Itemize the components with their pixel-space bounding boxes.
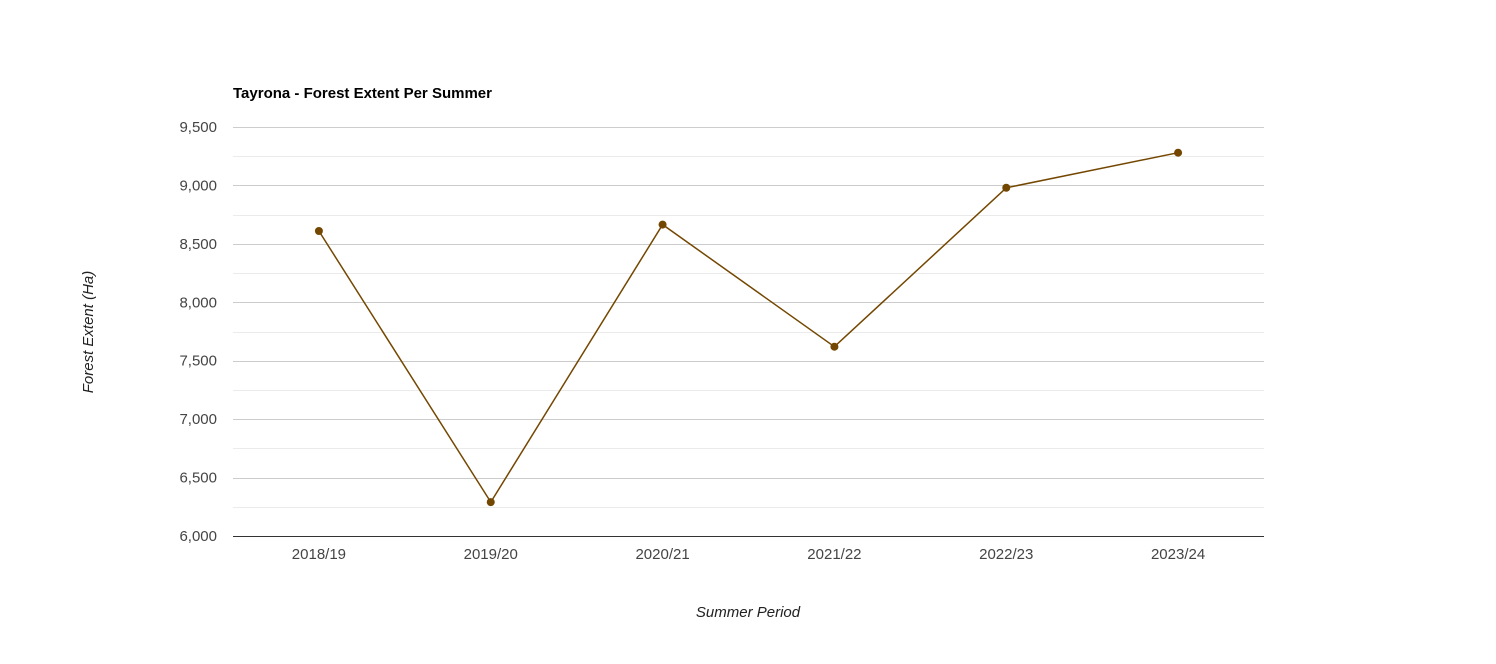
x-tick-label: 2018/19: [292, 546, 346, 563]
data-point[interactable]: [658, 220, 667, 229]
gridlines: [233, 127, 1264, 537]
chart-title: Tayrona - Forest Extent Per Summer: [233, 85, 492, 102]
x-tick-label: 2021/22: [807, 546, 861, 563]
y-tick-label: 6,500: [179, 470, 217, 487]
x-tick-label: 2020/21: [635, 546, 689, 563]
data-point[interactable]: [1002, 183, 1011, 192]
data-point[interactable]: [830, 342, 839, 351]
y-tick-label: 7,500: [179, 353, 217, 370]
x-tick-label: 2023/24: [1151, 546, 1205, 563]
data-point[interactable]: [1174, 148, 1183, 157]
y-tick-label: 9,000: [179, 177, 217, 194]
x-axis-title: Summer Period: [696, 604, 801, 621]
y-tick-label: 7,000: [179, 411, 217, 428]
x-axis-ticks: 2018/19 2019/20 2020/21 2021/22 2022/23 2023/…: [292, 546, 1205, 563]
y-tick-label: 9,500: [179, 119, 217, 136]
series-line: [318, 151, 1179, 504]
x-tick-label: 2019/20: [464, 546, 518, 563]
x-tick-label: 2022/23: [979, 546, 1033, 563]
data-point[interactable]: [314, 227, 323, 236]
y-axis-title: Forest Extent (Ha): [80, 271, 97, 394]
data-point[interactable]: [486, 498, 495, 507]
plot-area: [314, 148, 1183, 507]
y-tick-label: 8,000: [179, 294, 217, 311]
y-axis-ticks: 6,000 6,500 7,000 7,500 8,000 8,500 9,000 9,500: [179, 119, 217, 545]
y-tick-label: 8,500: [179, 236, 217, 253]
y-tick-label: 6,000: [179, 528, 217, 545]
